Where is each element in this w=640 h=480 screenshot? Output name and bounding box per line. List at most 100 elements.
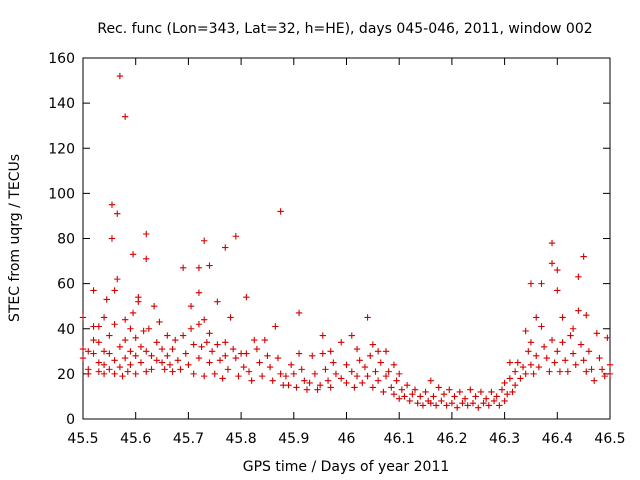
data-point	[106, 366, 113, 373]
data-point	[190, 370, 197, 378]
data-point	[319, 350, 326, 357]
data-point	[316, 381, 324, 389]
data-point	[148, 366, 155, 373]
data-point	[295, 350, 303, 357]
data-point	[522, 327, 529, 335]
data-point	[274, 354, 282, 362]
x-tick-label: 46.5	[594, 431, 625, 447]
data-point	[572, 361, 579, 369]
data-point	[472, 393, 479, 400]
data-point	[95, 323, 103, 330]
data-point	[235, 372, 242, 380]
data-point	[480, 400, 487, 407]
data-point	[227, 314, 234, 321]
data-point	[100, 314, 108, 321]
data-point	[153, 357, 160, 364]
data-point	[448, 400, 456, 407]
data-point	[538, 323, 545, 330]
data-point	[348, 368, 355, 375]
data-point	[140, 327, 147, 335]
data-point	[327, 384, 334, 391]
data-point	[229, 345, 237, 353]
data-point	[153, 339, 160, 346]
data-point	[453, 404, 461, 411]
y-tick-label: 140	[48, 96, 75, 112]
data-point	[580, 253, 587, 260]
data-point	[427, 377, 435, 384]
data-point	[164, 332, 171, 339]
data-point	[201, 237, 208, 244]
data-point	[135, 298, 142, 305]
y-tick-label: 60	[57, 277, 75, 293]
data-point	[372, 368, 379, 375]
y-tick-label: 20	[57, 367, 75, 383]
data-point	[277, 370, 284, 378]
data-point	[121, 113, 129, 120]
data-point	[411, 386, 419, 393]
data-point	[150, 302, 158, 310]
data-point	[548, 239, 556, 247]
data-point	[509, 388, 516, 396]
data-point	[248, 377, 255, 384]
data-point	[211, 370, 218, 378]
data-point	[129, 309, 137, 317]
data-point	[306, 379, 313, 387]
data-point	[554, 287, 561, 294]
data-point	[546, 368, 553, 375]
data-point	[551, 359, 558, 366]
data-point	[290, 370, 297, 378]
data-point	[222, 339, 229, 346]
y-tick-label: 40	[57, 322, 75, 338]
data-point	[190, 341, 197, 348]
data-point	[201, 372, 208, 380]
x-tick-label: 46.4	[542, 431, 573, 447]
data-point	[388, 384, 395, 391]
data-point	[132, 334, 139, 341]
data-point	[414, 400, 421, 407]
data-point	[216, 357, 224, 364]
data-point	[482, 395, 490, 402]
data-point	[182, 350, 189, 357]
data-point	[422, 388, 429, 396]
data-point	[359, 379, 366, 387]
data-point	[169, 345, 176, 353]
data-point	[185, 361, 192, 369]
data-point	[583, 312, 590, 319]
data-point	[459, 400, 466, 407]
y-tick-label: 100	[48, 186, 75, 202]
data-point	[427, 400, 435, 407]
data-point	[451, 393, 458, 400]
data-point	[406, 397, 413, 405]
data-point	[177, 366, 184, 373]
x-tick-label: 45.7	[173, 431, 204, 447]
data-point	[309, 352, 316, 360]
data-point	[485, 402, 492, 409]
data-point	[301, 377, 308, 384]
data-point	[121, 354, 129, 362]
data-point	[569, 325, 577, 332]
data-point	[158, 345, 166, 353]
data-point	[222, 352, 229, 360]
data-point	[498, 386, 506, 393]
data-point	[338, 375, 345, 382]
data-point	[343, 379, 350, 387]
data-point	[298, 366, 305, 373]
data-point	[90, 350, 97, 357]
data-point	[540, 343, 548, 350]
chart-title: Rec. func (Lon=343, Lat=32, h=HE), days …	[97, 21, 592, 37]
data-point	[401, 393, 408, 400]
data-point	[403, 381, 411, 389]
data-point	[214, 298, 221, 305]
data-point	[132, 370, 139, 378]
data-point	[440, 390, 448, 398]
data-point	[143, 348, 150, 355]
data-point	[554, 348, 561, 355]
data-point	[222, 244, 229, 251]
data-series-stec	[79, 72, 614, 411]
data-point	[535, 363, 543, 371]
data-point	[100, 361, 108, 369]
data-point	[522, 370, 529, 378]
data-point	[187, 302, 195, 310]
data-point	[517, 375, 524, 382]
